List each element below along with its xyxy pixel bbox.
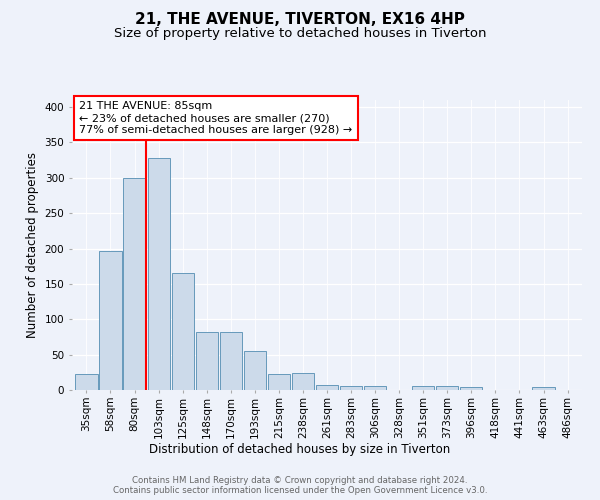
Bar — [124, 178, 146, 390]
Text: Contains HM Land Registry data © Crown copyright and database right 2024.
Contai: Contains HM Land Registry data © Crown c… — [113, 476, 487, 495]
Text: 21, THE AVENUE, TIVERTON, EX16 4HP: 21, THE AVENUE, TIVERTON, EX16 4HP — [135, 12, 465, 28]
Text: Distribution of detached houses by size in Tiverton: Distribution of detached houses by size … — [149, 442, 451, 456]
Bar — [244, 351, 266, 390]
Bar — [148, 158, 170, 390]
Bar — [100, 250, 122, 390]
Bar — [268, 374, 290, 390]
Bar — [436, 386, 458, 390]
Bar — [340, 386, 362, 390]
Bar — [76, 374, 98, 390]
Bar — [316, 385, 338, 390]
Bar — [364, 386, 386, 390]
Text: 21 THE AVENUE: 85sqm
← 23% of detached houses are smaller (270)
77% of semi-deta: 21 THE AVENUE: 85sqm ← 23% of detached h… — [79, 102, 352, 134]
Bar — [196, 332, 218, 390]
Bar — [460, 387, 482, 390]
Bar — [532, 387, 554, 390]
Bar — [292, 373, 314, 390]
Bar — [172, 274, 194, 390]
Y-axis label: Number of detached properties: Number of detached properties — [26, 152, 39, 338]
Bar — [220, 332, 242, 390]
Bar — [412, 386, 434, 390]
Text: Size of property relative to detached houses in Tiverton: Size of property relative to detached ho… — [114, 28, 486, 40]
